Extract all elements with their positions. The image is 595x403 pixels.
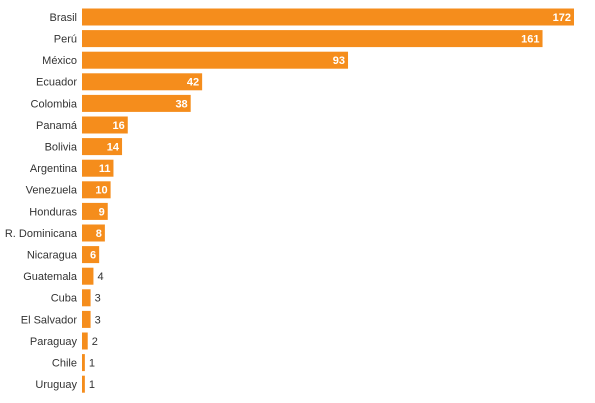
category-label: Honduras <box>29 206 77 218</box>
bar <box>82 138 123 156</box>
bar <box>82 73 203 91</box>
bar <box>82 246 100 264</box>
bar <box>82 289 91 307</box>
bar <box>82 181 111 199</box>
bar <box>82 224 105 242</box>
bar <box>82 94 191 112</box>
value-label: 6 <box>90 250 96 262</box>
bar <box>82 51 349 69</box>
value-label: 93 <box>333 55 345 67</box>
bar <box>82 332 88 350</box>
bar <box>82 159 114 177</box>
value-label: 3 <box>95 293 101 305</box>
category-label: Guatemala <box>23 271 78 283</box>
bar <box>82 116 128 134</box>
category-label: Venezuela <box>26 185 78 197</box>
value-label: 38 <box>175 98 187 110</box>
value-label: 11 <box>99 163 111 175</box>
category-label: Chile <box>52 358 77 370</box>
bar <box>82 375 85 393</box>
category-label: Ecuador <box>36 77 77 89</box>
category-label: Bolivia <box>45 142 78 154</box>
value-label: 16 <box>113 120 125 132</box>
value-label: 1 <box>89 379 95 391</box>
category-label: Brasil <box>49 12 77 24</box>
category-label: Uruguay <box>35 379 77 391</box>
value-label: 161 <box>521 34 539 46</box>
value-label: 4 <box>97 271 103 283</box>
value-label: 3 <box>95 314 101 326</box>
bar <box>82 354 85 372</box>
category-label: R. Dominicana <box>5 228 78 240</box>
bar <box>82 8 574 26</box>
category-label: Panamá <box>36 120 78 132</box>
value-label: 1 <box>89 358 95 370</box>
category-label: Argentina <box>30 163 78 175</box>
bar <box>82 30 543 48</box>
category-label: El Salvador <box>21 314 78 326</box>
bar <box>82 310 91 328</box>
value-label: 9 <box>99 206 105 218</box>
bar <box>82 202 108 220</box>
category-label: México <box>42 55 77 67</box>
value-label: 8 <box>96 228 102 240</box>
category-label: Perú <box>54 34 77 46</box>
category-label: Colombia <box>31 98 78 110</box>
value-label: 2 <box>92 336 98 348</box>
bar <box>82 267 94 285</box>
value-label: 14 <box>107 142 120 154</box>
category-label: Paraguay <box>30 336 78 348</box>
value-label: 42 <box>187 77 199 89</box>
category-label: Nicaragua <box>27 250 78 262</box>
value-label: 10 <box>95 185 107 197</box>
value-label: 172 <box>553 12 571 24</box>
category-label: Cuba <box>51 293 78 305</box>
